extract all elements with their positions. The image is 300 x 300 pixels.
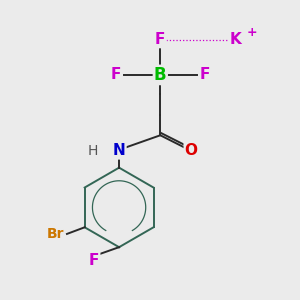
Text: O: O [185,143,198,158]
Text: H: H [87,144,98,158]
Text: B: B [154,66,167,84]
Text: +: + [246,26,257,39]
Text: F: F [89,253,99,268]
Text: F: F [111,68,121,82]
Text: F: F [155,32,166,47]
Text: F: F [199,68,210,82]
Text: K: K [230,32,241,47]
Text: Br: Br [46,227,64,241]
Text: N: N [113,143,125,158]
